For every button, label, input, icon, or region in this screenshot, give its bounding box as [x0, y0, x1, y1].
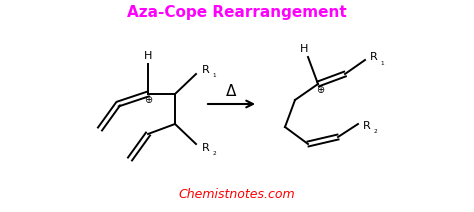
Text: Aza-Cope Rearrangement: Aza-Cope Rearrangement: [127, 4, 347, 20]
Text: $_1$: $_1$: [380, 59, 385, 67]
Text: Chemistnotes.com: Chemistnotes.com: [179, 187, 295, 201]
Text: R: R: [370, 52, 378, 62]
Text: $_2$: $_2$: [373, 127, 378, 137]
Text: ⊕: ⊕: [316, 85, 324, 95]
Text: ⊕: ⊕: [144, 95, 152, 105]
Text: Δ: Δ: [226, 85, 236, 99]
Text: R: R: [202, 143, 210, 153]
Text: R: R: [363, 121, 371, 131]
Text: R: R: [202, 65, 210, 75]
Text: H: H: [144, 51, 152, 61]
Text: $_1$: $_1$: [212, 71, 217, 81]
Text: H: H: [300, 44, 308, 54]
Text: $_2$: $_2$: [212, 149, 217, 159]
